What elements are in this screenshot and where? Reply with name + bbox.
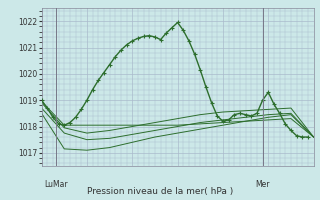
Text: Mer: Mer [255,180,270,189]
Text: LuMar: LuMar [44,180,68,189]
Text: Pression niveau de la mer( hPa ): Pression niveau de la mer( hPa ) [87,187,233,196]
